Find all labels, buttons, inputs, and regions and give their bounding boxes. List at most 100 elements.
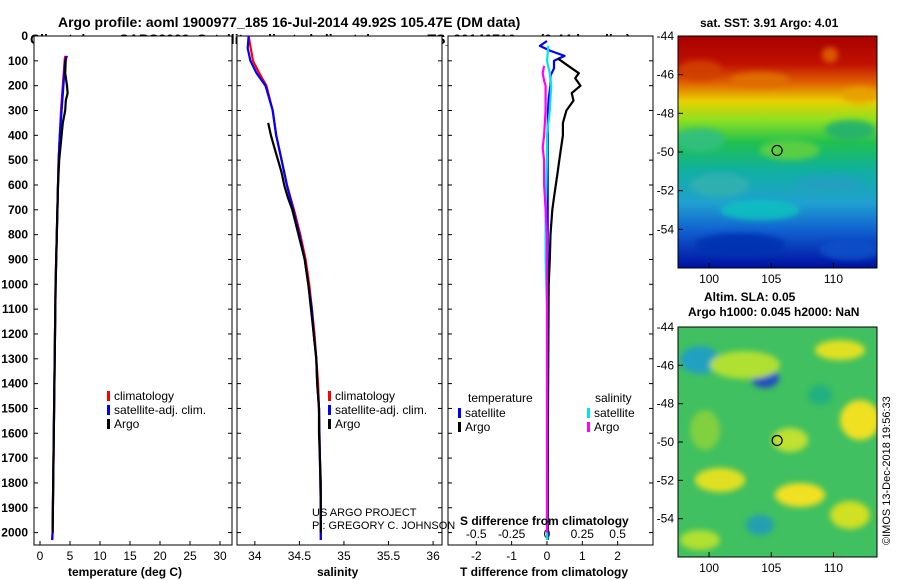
salinity-series-argo — [267, 122, 322, 533]
s-difference-tick-label: -0.25 — [498, 527, 526, 541]
temperature-xlabel: temperature (deg C) — [68, 565, 182, 579]
s-difference-tick-label: -0.5 — [466, 527, 487, 541]
depth-tick-label: 1800 — [1, 476, 28, 490]
map-y-tick-label: -52 — [657, 184, 675, 198]
depth-tick-label: 0 — [21, 29, 28, 43]
legend-swatch — [107, 391, 110, 401]
temperature-x-tick-label: 15 — [123, 549, 137, 563]
map-x-tick-label: 100 — [699, 272, 719, 286]
map-y-tick-label: -44 — [657, 29, 675, 43]
map-y-tick-label: -48 — [657, 106, 675, 120]
salinity-legend-label: satellite-adj. clim. — [335, 403, 427, 417]
salinity-plot-frame — [236, 35, 443, 546]
depth-tick-label: 1000 — [1, 277, 28, 291]
map-y-tick-label: -46 — [657, 358, 675, 372]
difference-x-tick-label: -2 — [471, 549, 482, 563]
difference-x-tick-label: 0 — [544, 549, 551, 563]
depth-tick-label: 2000 — [1, 526, 28, 540]
depth-tick-label: 1500 — [1, 401, 28, 415]
t-difference-xlabel: T difference from climatology — [460, 565, 628, 579]
depth-tick-label: 500 — [8, 153, 28, 167]
imos-watermark: ©IMOS 13-Dec-2018 19:56:33 — [881, 396, 893, 545]
temperature-legend-label: satellite-adj. clim. — [114, 403, 206, 417]
temperature-x-tick-label: 10 — [93, 549, 107, 563]
temperature-x-tick-label: 0 — [37, 549, 44, 563]
difference-plot-frame — [447, 35, 654, 546]
s-difference-xlabel: S difference from climatology — [460, 514, 629, 528]
map-y-tick-label: -48 — [657, 397, 675, 411]
pi-credit: PI: GREGORY C. JOHNSON — [312, 520, 455, 532]
depth-tick-label: 100 — [8, 54, 28, 68]
sla-map-axes: -44 -46 -48 -50 -52 -54 100 105 110 — [657, 320, 844, 575]
depth-tick-label: 400 — [8, 128, 28, 142]
depth-tick-label: 1300 — [1, 352, 28, 366]
depth-axis-labels: 0 100 200 300 400 500 600 700 800 900 1000 1100 1200… — [1, 29, 28, 540]
depth-tick-label: 800 — [8, 228, 28, 242]
temperature-series-argo — [51, 58, 69, 533]
difference-legend-label: Argo — [465, 420, 491, 434]
salinity-xlabel: salinity — [317, 565, 359, 579]
map-y-tick-label: -46 — [657, 68, 675, 82]
sla-map-title-line1: Altim. SLA: 0.05 — [704, 290, 796, 304]
legend-swatch — [587, 422, 590, 432]
difference-x-tick-label: -1 — [506, 549, 517, 563]
depth-tick-label: 1600 — [1, 426, 28, 440]
legend-swatch — [458, 408, 461, 418]
salinity-x-tick-label: 35.5 — [377, 549, 401, 563]
sla-profile-location-marker — [771, 434, 783, 447]
depth-tick-label: 1200 — [1, 327, 28, 341]
depth-tick-label: 1400 — [1, 377, 28, 391]
difference-x-tick-label: 2 — [614, 549, 621, 563]
temperature-x-tick-label: 30 — [213, 549, 227, 563]
legend-swatch — [107, 405, 110, 415]
salinity-x-tick-label: 36 — [426, 549, 440, 563]
difference-legend-label: satellite — [465, 406, 506, 420]
map-x-tick-label: 105 — [761, 272, 781, 286]
project-credit: US ARGO PROJECT — [312, 507, 417, 519]
sst-map-axes: -44 -46 -48 -50 -52 -54 100 105 110 — [657, 29, 844, 286]
s-difference-tick-label: 0.25 — [571, 527, 595, 541]
temperature-legend-label: climatology — [114, 389, 174, 403]
temperature-x-tick-label: 20 — [153, 549, 167, 563]
salinity-x-tick-label: 34 — [248, 549, 262, 563]
s-difference-tick-label: 0.5 — [609, 527, 626, 541]
legend-swatch — [328, 405, 331, 415]
salinity-x-tick-label: 34.5 — [288, 549, 312, 563]
salinity-legend-label: Argo — [335, 417, 361, 431]
depth-tick-label: 200 — [8, 79, 28, 93]
depth-tick-label: 700 — [8, 203, 28, 217]
figure-title-line1: Argo profile: aoml 1900977_185 16-Jul-20… — [58, 14, 520, 30]
depth-tick-label: 600 — [8, 178, 28, 192]
difference-x-tick-label: 1 — [579, 549, 586, 563]
sla-map-title-line2: Argo h1000: 0.045 h2000: NaN — [688, 305, 859, 319]
legend-title-salinity: salinity — [595, 391, 632, 405]
map-y-tick-label: -54 — [657, 222, 675, 236]
depth-tick-label: 1100 — [2, 302, 28, 316]
salinity-x-tick-label: 35 — [337, 549, 351, 563]
depth-tick-label: 300 — [8, 103, 28, 117]
map-y-tick-label: -52 — [657, 473, 675, 487]
map-y-tick-label: -50 — [657, 435, 675, 449]
temperature-x-tick-label: 5 — [67, 549, 74, 563]
legend-swatch — [107, 419, 110, 429]
difference-series-s-argo — [541, 65, 549, 533]
sst-map: sat. SST: 3.91 Argo: 4.01 -44 -46 -48 -50 -5… — [657, 16, 878, 286]
depth-tick-label: 900 — [8, 252, 28, 266]
salinity-legend-label: climatology — [335, 389, 395, 403]
sst-map-title: sat. SST: 3.91 Argo: 4.01 — [700, 16, 839, 30]
difference-series-t-argo — [546, 57, 582, 533]
map-x-tick-label: 105 — [761, 561, 781, 575]
temperature-legend-label: Argo — [114, 417, 140, 431]
legend-swatch — [328, 391, 331, 401]
sst-profile-location-marker — [771, 144, 783, 157]
depth-tick-label: 1700 — [1, 451, 28, 465]
map-x-tick-label: 110 — [824, 272, 843, 286]
legend-swatch — [328, 419, 331, 429]
map-y-tick-label: -50 — [657, 145, 675, 159]
legend-swatch — [458, 422, 461, 432]
map-x-tick-label: 100 — [699, 561, 719, 575]
sla-map: Altim. SLA: 0.05 Argo h1000: 0.045 h2000… — [657, 290, 878, 575]
